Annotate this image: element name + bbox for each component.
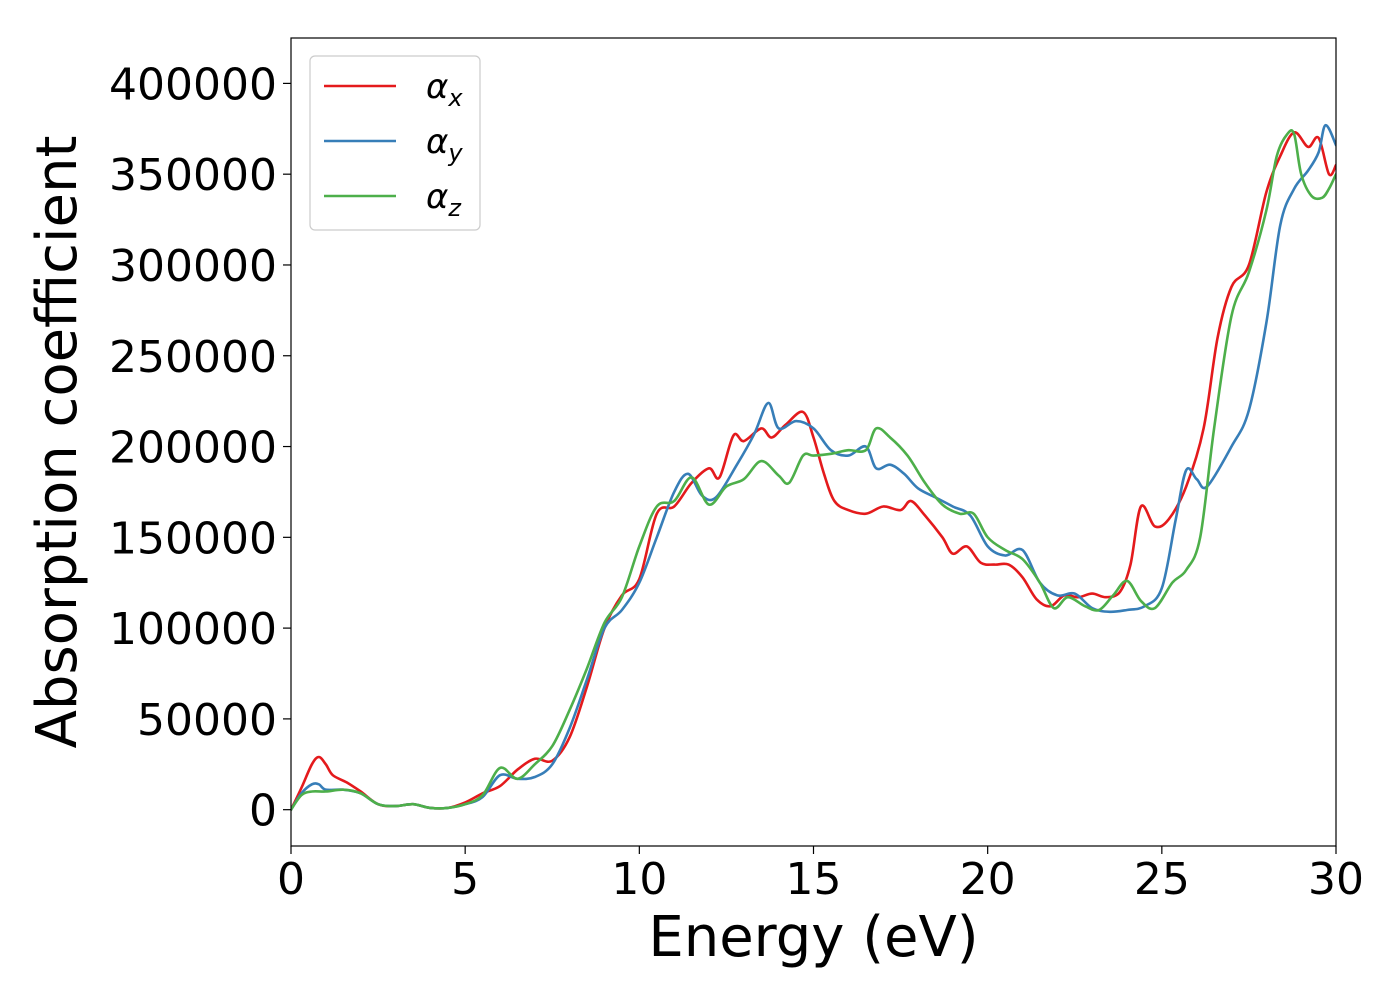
legend-box <box>309 55 481 231</box>
y-tick-label: 100000 <box>109 604 277 655</box>
y-tick-label: 0 <box>249 786 277 837</box>
legend-label-z: αz <box>426 177 462 222</box>
series-line-x <box>291 131 1336 811</box>
y-axis-title: Absorption coefficient <box>25 136 90 749</box>
legend-label-x: αx <box>426 67 463 112</box>
x-tick-label: 15 <box>786 854 842 905</box>
y-tick-label: 350000 <box>109 150 277 201</box>
x-tick-label: 30 <box>1308 854 1364 905</box>
series-group <box>291 123 1336 811</box>
x-axis-title: Energy (eV) <box>648 905 978 970</box>
legend: αx αy αz <box>309 55 481 231</box>
series-line-z <box>291 129 1336 811</box>
y-tick-label: 50000 <box>137 695 277 746</box>
y-tick-label: 300000 <box>109 241 277 292</box>
x-tick-label: 5 <box>451 854 479 905</box>
y-tick-label: 200000 <box>109 423 277 474</box>
x-tick-label: 10 <box>611 854 667 905</box>
x-tick-label: 25 <box>1134 854 1190 905</box>
y-tick-label: 400000 <box>109 59 277 110</box>
y-tick-label: 250000 <box>109 332 277 383</box>
x-axis-ticks: 0 5 10 15 20 25 30 <box>277 846 1364 905</box>
x-tick-label: 0 <box>277 854 305 905</box>
legend-label-y: αy <box>426 122 463 167</box>
y-axis-ticks: 0 50000 100000 150000 200000 250000 300000 3500… <box>109 59 291 837</box>
x-tick-label: 20 <box>960 854 1016 905</box>
y-tick-label: 150000 <box>109 513 277 564</box>
